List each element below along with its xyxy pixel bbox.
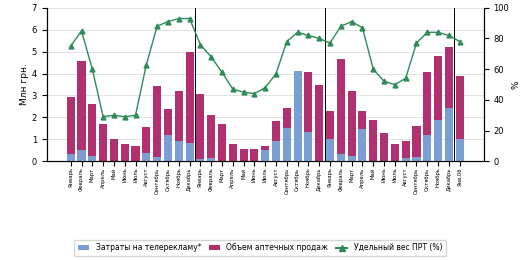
Bar (283, 128, 291, 161)
Bar (294, 91, 302, 161)
Bar (326, 111, 334, 161)
Bar (250, 149, 258, 161)
Bar (197, 159, 204, 161)
Y-axis label: %: % (512, 80, 520, 89)
Bar (175, 141, 183, 161)
Bar (142, 127, 150, 161)
Bar (197, 94, 204, 161)
Y-axis label: Млн грн.: Млн грн. (20, 63, 29, 106)
Bar (153, 86, 161, 161)
Bar (445, 47, 453, 161)
Bar (337, 153, 345, 161)
Bar (77, 150, 86, 161)
Bar (294, 71, 302, 161)
Bar (164, 135, 172, 161)
Bar (456, 76, 464, 161)
Bar (164, 109, 172, 161)
Bar (186, 52, 193, 161)
Bar (456, 139, 464, 161)
Bar (121, 144, 129, 161)
Bar (445, 108, 453, 161)
Bar (240, 149, 248, 161)
Bar (358, 111, 367, 161)
Bar (380, 133, 388, 161)
Bar (218, 124, 226, 161)
Bar (88, 104, 96, 161)
Bar (283, 108, 291, 161)
Bar (412, 157, 421, 161)
Bar (272, 121, 280, 161)
Bar (142, 153, 150, 161)
Bar (207, 158, 215, 161)
Bar (434, 56, 442, 161)
Bar (261, 146, 269, 161)
Bar (272, 141, 280, 161)
Bar (326, 139, 334, 161)
Bar (132, 146, 139, 161)
Bar (67, 96, 75, 161)
Bar (67, 153, 75, 161)
Bar (99, 124, 107, 161)
Bar (175, 91, 183, 161)
Bar (88, 156, 96, 161)
Bar (347, 156, 356, 161)
Bar (77, 62, 86, 161)
Bar (391, 144, 399, 161)
Bar (358, 129, 367, 161)
Legend: Затраты на телерекламу*, Объем аптечных продаж, Удельный вес ПРТ (%): Затраты на телерекламу*, Объем аптечных … (74, 239, 446, 256)
Bar (315, 84, 323, 161)
Bar (153, 157, 161, 161)
Bar (423, 135, 431, 161)
Bar (423, 73, 431, 161)
Bar (369, 120, 378, 161)
Bar (434, 120, 442, 161)
Bar (261, 150, 269, 161)
Bar (207, 115, 215, 161)
Bar (337, 59, 345, 161)
Bar (412, 126, 421, 161)
Bar (229, 144, 237, 161)
Bar (304, 73, 313, 161)
Bar (186, 142, 193, 161)
Bar (304, 132, 313, 161)
Bar (401, 141, 410, 161)
Bar (347, 91, 356, 161)
Bar (401, 158, 410, 161)
Bar (110, 139, 118, 161)
